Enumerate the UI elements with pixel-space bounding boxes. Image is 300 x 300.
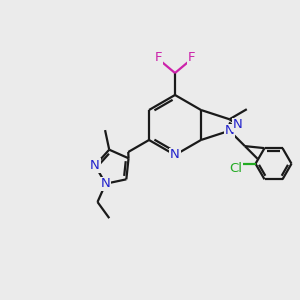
Text: F: F — [188, 51, 196, 64]
Text: N: N — [232, 118, 242, 131]
Text: Cl: Cl — [229, 162, 242, 175]
Text: N: N — [225, 124, 234, 137]
Text: N: N — [170, 148, 180, 161]
Text: F: F — [154, 51, 162, 64]
Text: N: N — [90, 159, 100, 172]
Text: N: N — [101, 177, 110, 190]
